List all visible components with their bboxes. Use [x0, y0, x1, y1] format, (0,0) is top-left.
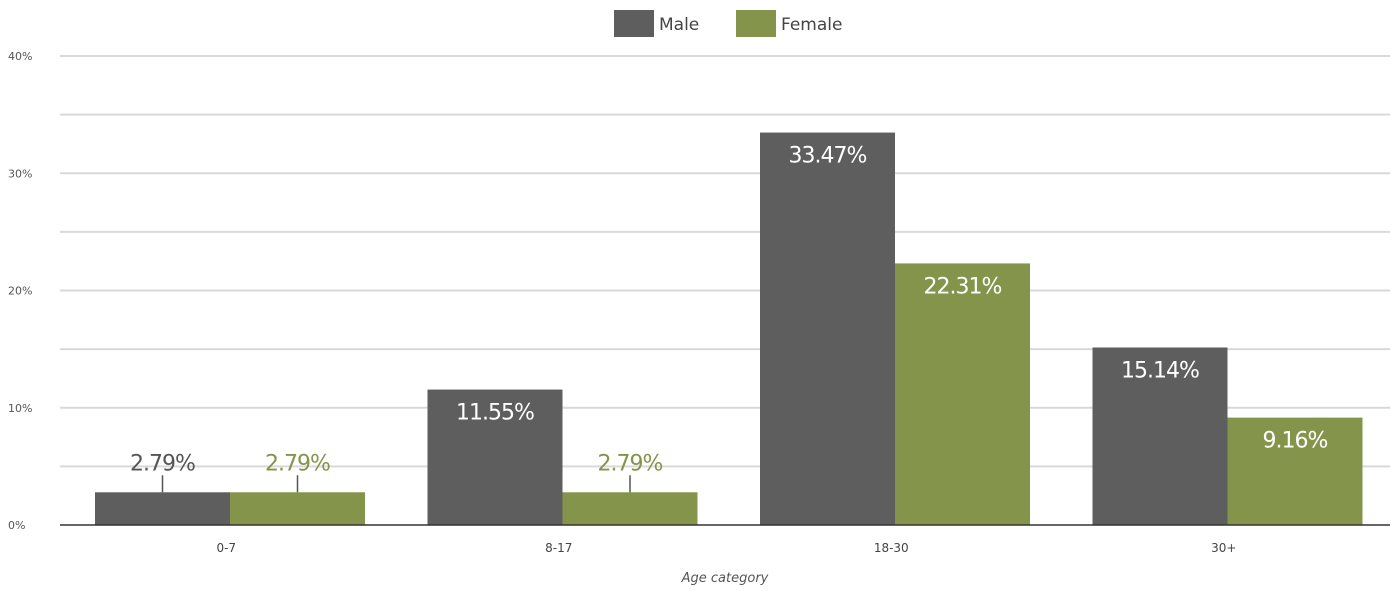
y-tick-label: 10% [8, 402, 32, 415]
x-category-label: 30+ [1211, 541, 1236, 555]
x-category-label: 18-30 [874, 541, 909, 555]
bar-female [230, 492, 365, 525]
bars [95, 132, 1363, 525]
bar-female [895, 263, 1030, 525]
y-tick-label: 20% [8, 285, 32, 298]
data-label: 9.16% [1263, 429, 1328, 454]
data-label: 22.31% [924, 274, 1002, 299]
y-tick-label: 30% [8, 167, 32, 180]
x-category-label: 8-17 [545, 541, 572, 555]
data-labels: 2.79% 2.79% 11.55% 2.79% 33.47% 22.31% 15.14% 9… [130, 144, 1329, 493]
y-tick-label: 0% [8, 519, 25, 532]
x-axis-title: Age category [681, 571, 769, 586]
bar-female [562, 492, 698, 525]
bar-female [1227, 417, 1363, 525]
legend-swatch-female [736, 10, 776, 37]
bar-male [95, 492, 230, 525]
data-label: 2.79% [265, 451, 330, 476]
gridlines [60, 55, 1390, 468]
legend-label-male: Male [659, 15, 699, 35]
data-label: 33.47% [789, 144, 867, 169]
x-axis-categories: 0-7 8-17 18-30 30+ [216, 541, 1236, 555]
data-label: 2.79% [598, 451, 663, 476]
legend-label-female: Female [781, 15, 842, 35]
data-label: 15.14% [1121, 358, 1199, 383]
bar-male [1092, 347, 1228, 525]
legend: Male Female [614, 10, 842, 37]
legend-swatch-male [614, 10, 654, 37]
data-label: 11.55% [456, 401, 534, 426]
x-category-label: 0-7 [216, 541, 236, 555]
data-label: 2.79% [130, 451, 195, 476]
bar-male [427, 389, 563, 525]
y-tick-label: 40% [8, 50, 32, 63]
y-axis-ticks: 0% 10% 20% 30% 40% [8, 50, 32, 532]
bar-male [760, 132, 895, 525]
